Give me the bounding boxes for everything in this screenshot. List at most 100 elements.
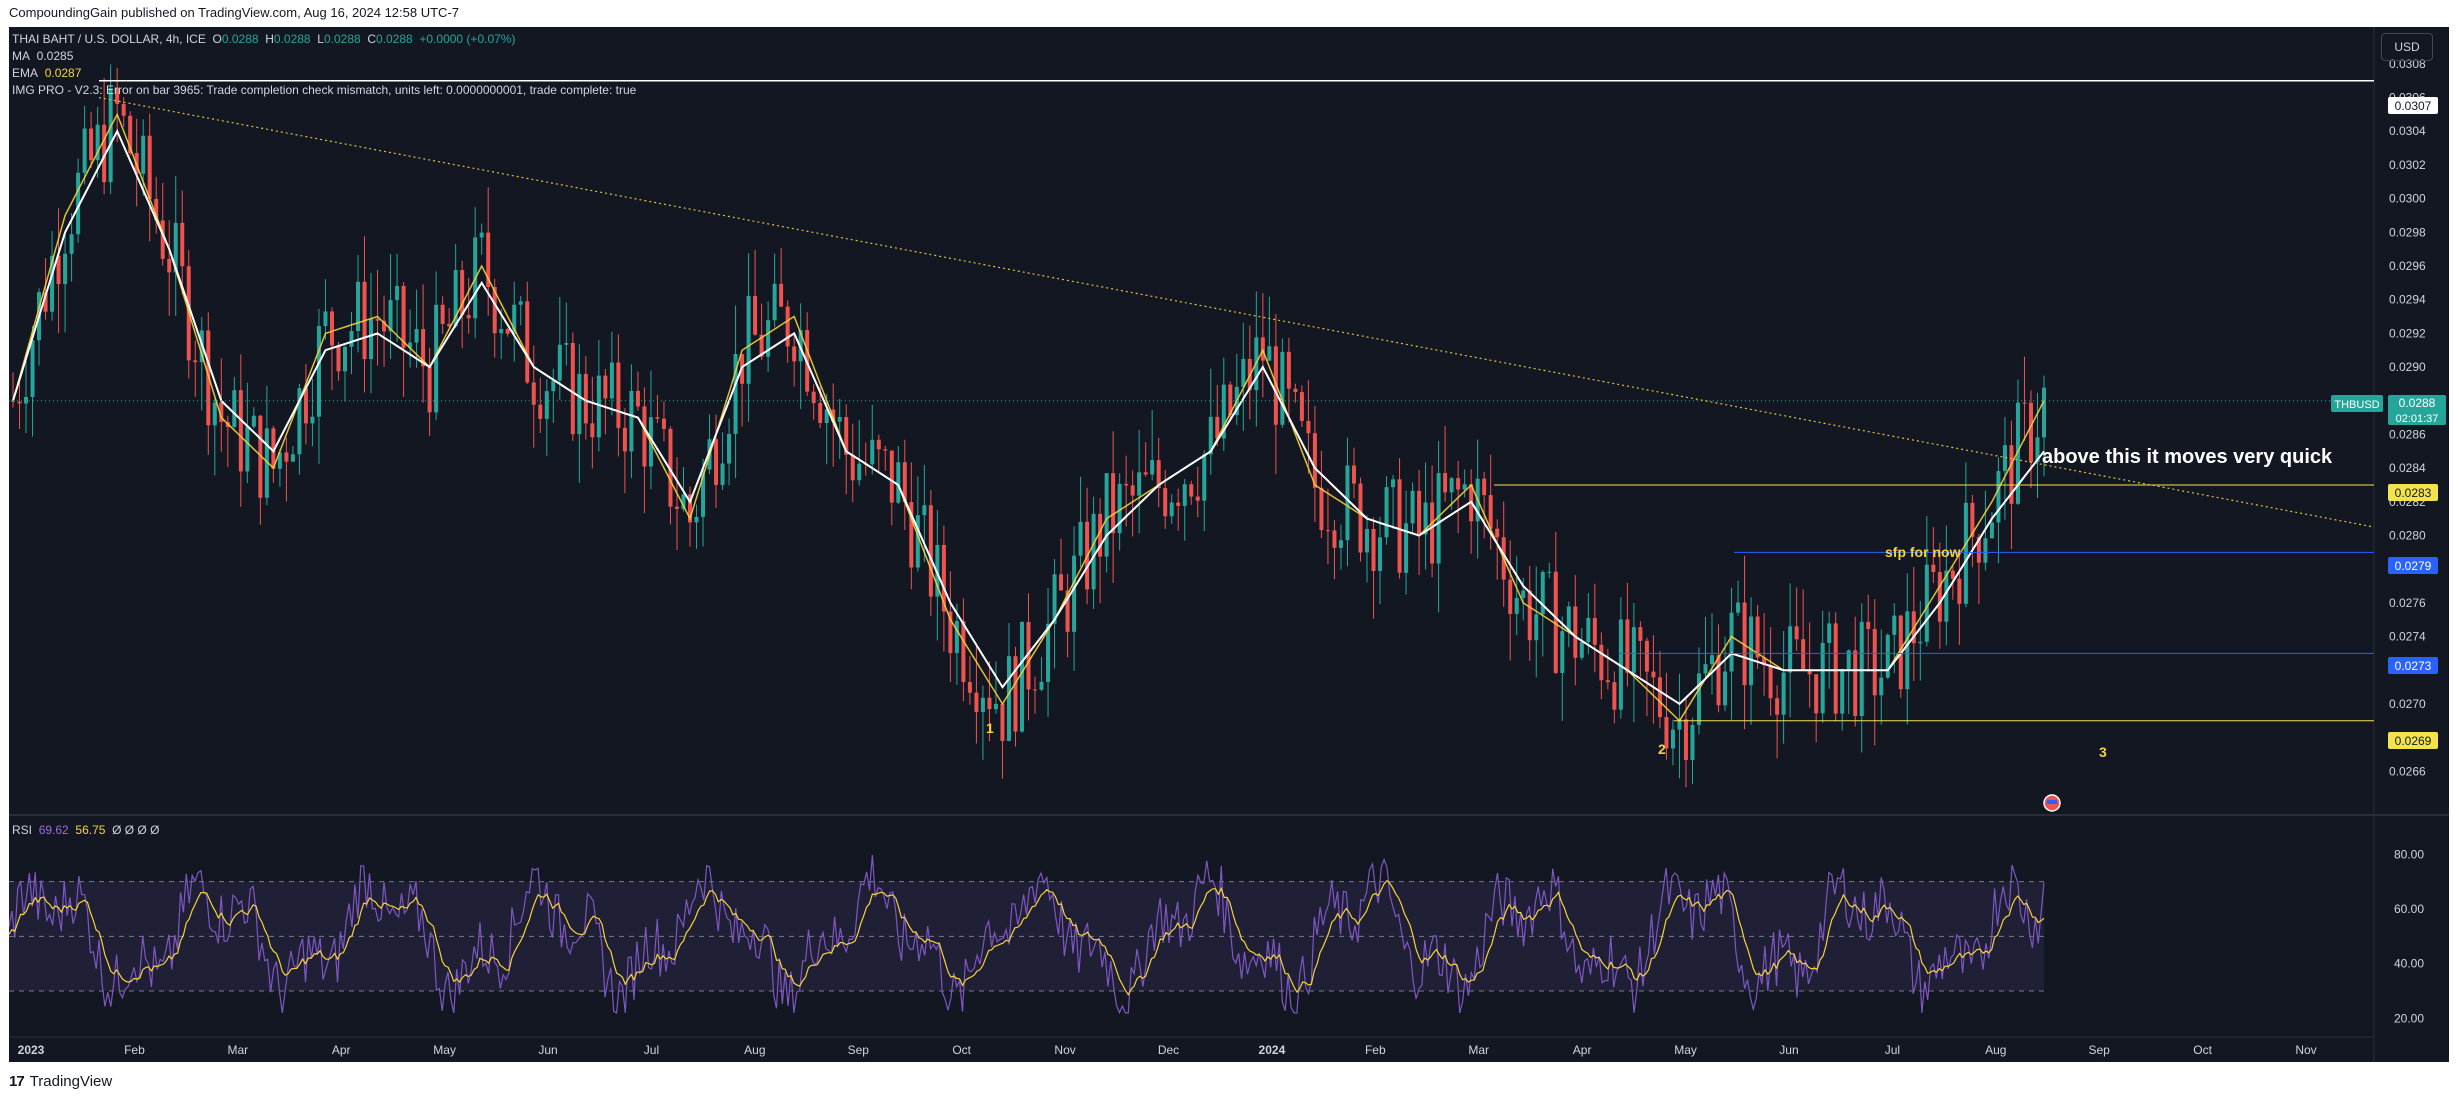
- time-tick-label: Oct: [2193, 1043, 2212, 1057]
- candle-body: [1794, 626, 1799, 640]
- wave-label-1[interactable]: 1: [986, 720, 994, 736]
- tag-0269-label: 0.0269: [2395, 734, 2432, 748]
- candle-body: [538, 404, 543, 419]
- candle-body: [447, 323, 452, 327]
- candle-body: [1397, 479, 1402, 573]
- price-pane[interactable]: [9, 64, 2375, 788]
- ma-line[interactable]: [12, 128, 2045, 706]
- rsi-ma-line[interactable]: [8, 879, 2045, 996]
- candle-body: [1664, 716, 1669, 749]
- candle-body: [297, 388, 302, 455]
- rsi-legend[interactable]: RSI 69.62 56.75 Ø Ø Ø Ø: [12, 823, 159, 837]
- countdown-label: 02:01:37: [2396, 413, 2439, 425]
- candle-body: [1137, 472, 1142, 496]
- candle-body: [1052, 574, 1057, 624]
- tag-0283-label: 0.0283: [2395, 486, 2432, 500]
- candle-body: [1423, 502, 1428, 535]
- tag-0279[interactable]: 0.0279: [2388, 557, 2438, 574]
- price-tick-label: 0.0284: [2389, 461, 2426, 475]
- candle-body: [1371, 528, 1376, 571]
- price-tick-label: 0.0292: [2389, 326, 2426, 340]
- rsi-tick-label: 80.00: [2394, 847, 2424, 861]
- candle-body: [811, 391, 816, 404]
- candle-body: [310, 416, 315, 424]
- candle-body: [622, 427, 627, 452]
- chart-area[interactable]: 0.03080.03060.03040.03020.03000.02980.02…: [8, 27, 2449, 1062]
- candle-body: [1879, 677, 1884, 696]
- candle-body: [50, 255, 55, 312]
- ma-legend[interactable]: MA 0.0285: [12, 49, 73, 63]
- candle-body: [948, 611, 953, 654]
- wave-label-3[interactable]: 3: [2099, 744, 2107, 760]
- candle-body: [1612, 682, 1617, 710]
- candle-body: [238, 390, 243, 472]
- candle-body: [557, 344, 562, 381]
- candle-body: [1924, 564, 1929, 642]
- ema-legend[interactable]: EMA 0.0287: [12, 66, 81, 80]
- candle-body: [1202, 454, 1207, 501]
- candle-body: [577, 373, 582, 435]
- rsi-tick-label: 60.00: [2394, 902, 2424, 916]
- low-label: L: [317, 32, 324, 46]
- candle-body: [1814, 674, 1819, 714]
- candle-body: [1931, 564, 1936, 573]
- candle-body: [375, 318, 380, 321]
- ma-value: 0.0285: [36, 49, 74, 63]
- candle-body: [1755, 616, 1760, 658]
- trendline[interactable]: [98, 96, 2375, 528]
- rsi-pane[interactable]: [8, 855, 2045, 1014]
- candle-body: [1540, 571, 1545, 615]
- tag-0307[interactable]: 0.0307: [2388, 97, 2438, 114]
- price-tick-label: 0.0280: [2389, 528, 2426, 542]
- time-tick-label: May: [433, 1043, 456, 1057]
- candle-body: [460, 270, 465, 316]
- candle-body: [1404, 523, 1409, 573]
- time-tick-label: Apr: [1573, 1043, 1592, 1057]
- candle-body: [674, 506, 679, 509]
- candle-body: [479, 232, 484, 238]
- candle-body: [193, 360, 198, 363]
- price-tick-label: 0.0266: [2389, 764, 2426, 778]
- wave-label-2[interactable]: 2: [1658, 741, 1666, 757]
- time-tick-label: Apr: [332, 1043, 351, 1057]
- candle-body: [284, 452, 289, 462]
- tag-0279-label: 0.0279: [2395, 559, 2432, 573]
- price-tick-label: 0.0302: [2389, 158, 2426, 172]
- candle-body: [329, 311, 334, 346]
- candle-body: [69, 234, 74, 254]
- symbol-legend[interactable]: THAI BAHT / U.S. DOLLAR, 4h, ICE O0.0288…: [12, 32, 515, 46]
- candle-body: [714, 439, 719, 485]
- candle-body: [499, 329, 504, 334]
- candle-body: [2042, 387, 2046, 438]
- event-flag-stripe: [2047, 800, 2057, 804]
- note-above-this[interactable]: above this it moves very quick: [2042, 446, 2333, 468]
- tag-0269[interactable]: 0.0269: [2388, 732, 2438, 749]
- candle-body: [505, 329, 510, 334]
- price-tick-label: 0.0290: [2389, 360, 2426, 374]
- symbol-tag[interactable]: THBUSD 0.0288 02:01:37: [2331, 395, 2446, 425]
- open-label: O: [212, 32, 222, 46]
- tag-0273-label: 0.0273: [2395, 659, 2432, 673]
- candle-body: [486, 232, 491, 287]
- candle-body: [766, 320, 771, 357]
- candle-body: [1072, 555, 1077, 632]
- candle-body: [1950, 570, 1955, 579]
- note-sfp[interactable]: sfp for now: [1885, 544, 1961, 560]
- candle-body: [1742, 602, 1747, 686]
- candle-body: [1410, 490, 1415, 524]
- currency-button[interactable]: USD: [2381, 33, 2433, 61]
- candle-body: [1638, 627, 1643, 641]
- tag-0273[interactable]: 0.0273: [2388, 657, 2438, 674]
- indicator-legend[interactable]: IMG PRO - V2.3: Error on bar 3965: Trade…: [12, 83, 637, 97]
- candle-body: [993, 703, 998, 710]
- candle-body: [1508, 579, 1513, 614]
- candle-body: [1872, 628, 1877, 696]
- footer-brand[interactable]: 17 TradingView: [9, 1073, 112, 1090]
- candle-body: [1983, 538, 1988, 563]
- tag-0283[interactable]: 0.0283: [2388, 484, 2438, 501]
- rsi-line[interactable]: [8, 855, 2045, 1014]
- candle-body: [564, 343, 569, 345]
- candle-body: [1527, 590, 1532, 641]
- chart-svg[interactable]: 0.03080.03060.03040.03020.03000.02980.02…: [8, 27, 2449, 1062]
- candle-body: [1228, 384, 1233, 416]
